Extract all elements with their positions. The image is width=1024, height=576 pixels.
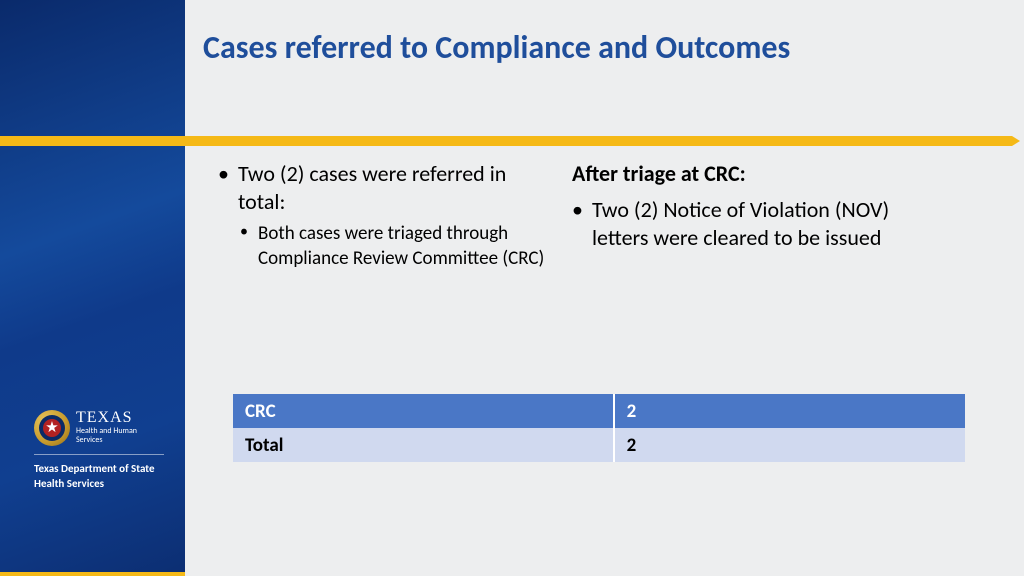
- brand-divider: [34, 454, 164, 455]
- slide: ★ TEXAS Health and Human Services Texas …: [0, 0, 1024, 576]
- outcomes-table: CRC 2 Total 2: [233, 394, 965, 462]
- left-bullet-1: Two (2) cases were referred in total:: [218, 160, 548, 216]
- table-cell-value: 2: [614, 428, 965, 462]
- right-column: After triage at CRC: Two (2) Notice of V…: [572, 160, 932, 258]
- department-name: Texas Department of State Health Service…: [34, 462, 155, 492]
- right-heading: After triage at CRC:: [572, 160, 932, 188]
- table-row: Total 2: [233, 428, 965, 462]
- brand-hhs-line2: Services: [76, 436, 137, 445]
- right-bullet-1: Two (2) Notice of Violation (NOV) letter…: [572, 196, 932, 252]
- page-title: Cases referred to Compliance and Outcome…: [203, 28, 790, 67]
- table-cell-label: Total: [233, 428, 614, 462]
- left-sub-bullet-1: Both cases were triaged through Complian…: [218, 222, 548, 271]
- left-column: Two (2) cases were referred in total: Bo…: [218, 160, 548, 271]
- branding-block: TEXAS Health and Human Services: [76, 409, 137, 445]
- dept-line2: Health Services: [34, 477, 155, 492]
- dept-line1: Texas Department of State: [34, 462, 155, 477]
- sidebar: ★ TEXAS Health and Human Services Texas …: [0, 0, 185, 576]
- table-cell-value: 2: [614, 394, 965, 428]
- seal-icon: ★: [34, 410, 70, 446]
- table-cell-label: CRC: [233, 394, 614, 428]
- accent-bar: [0, 136, 1012, 146]
- accent-bar-cap: [1012, 136, 1020, 146]
- brand-texas: TEXAS: [76, 409, 137, 427]
- table-row: CRC 2: [233, 394, 965, 428]
